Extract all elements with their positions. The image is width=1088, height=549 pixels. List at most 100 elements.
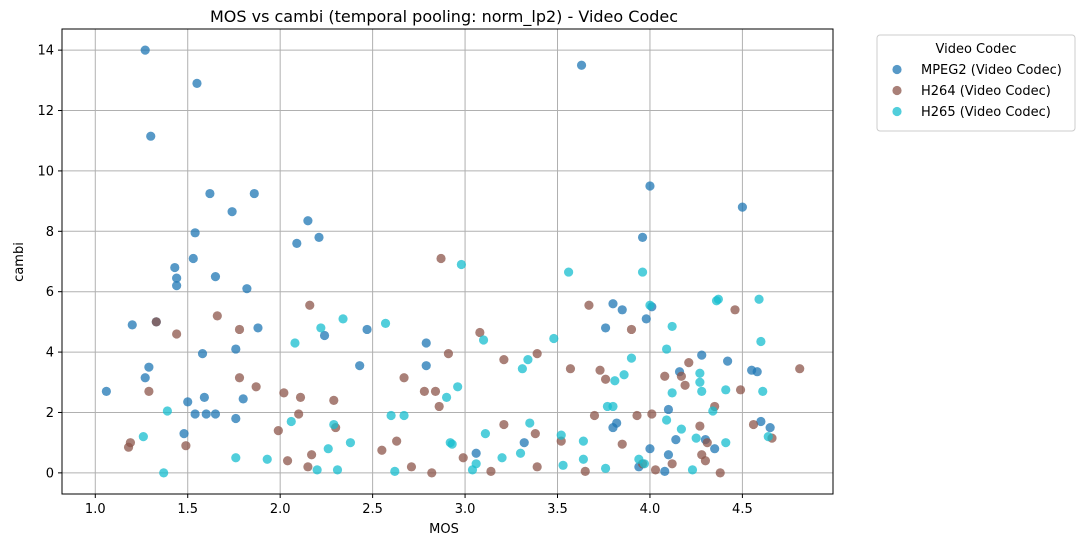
y-tick-label: 8 xyxy=(46,225,54,240)
data-point-h265 xyxy=(471,459,481,469)
chart-title: MOS vs cambi (temporal pooling: norm_lp2… xyxy=(210,7,678,27)
data-point-h264 xyxy=(436,253,446,264)
data-point-mpeg2 xyxy=(576,60,587,70)
data-point-h264 xyxy=(279,388,289,398)
data-point-mpeg2 xyxy=(645,181,655,191)
data-point-h264 xyxy=(695,421,705,431)
data-point-mpeg2 xyxy=(231,413,241,424)
data-point-mpeg2 xyxy=(641,314,651,324)
y-axis-label: cambi xyxy=(12,242,27,282)
legend-title: Video Codec xyxy=(936,42,1017,57)
data-point-h265 xyxy=(447,439,457,449)
data-point-h265 xyxy=(610,376,620,386)
data-point-h265 xyxy=(558,460,568,470)
data-point-h264 xyxy=(667,459,677,469)
y-tick-label: 2 xyxy=(46,406,54,421)
data-point-h264 xyxy=(377,445,387,455)
data-point-mpeg2 xyxy=(645,444,655,454)
data-point-h264 xyxy=(295,392,306,402)
data-point-h264 xyxy=(427,468,437,478)
data-point-h264 xyxy=(532,348,542,359)
data-point-h265 xyxy=(515,448,526,458)
data-point-mpeg2 xyxy=(201,409,211,419)
data-point-h264 xyxy=(702,438,712,448)
data-point-h265 xyxy=(456,259,466,270)
data-point-h265 xyxy=(661,344,672,354)
data-point-h264 xyxy=(565,364,576,374)
data-point-h265 xyxy=(138,432,148,442)
data-point-mpeg2 xyxy=(362,324,372,335)
data-point-h264 xyxy=(600,374,611,384)
data-point-h265 xyxy=(578,454,588,464)
data-point-h265 xyxy=(556,430,566,440)
data-point-mpeg2 xyxy=(127,320,137,330)
data-point-h264 xyxy=(392,436,402,446)
data-point-h265 xyxy=(667,321,677,332)
data-point-h264 xyxy=(589,410,600,421)
data-point-mpeg2 xyxy=(101,386,111,396)
data-point-mpeg2 xyxy=(663,450,674,460)
data-point-h265 xyxy=(697,386,707,396)
data-point-h265 xyxy=(338,314,348,324)
data-point-mpeg2 xyxy=(205,188,215,199)
data-point-h265 xyxy=(323,444,333,454)
data-point-h265 xyxy=(578,436,588,446)
data-point-h264 xyxy=(595,365,605,375)
data-point-h265 xyxy=(286,416,296,427)
data-point-mpeg2 xyxy=(617,305,627,315)
data-point-h264 xyxy=(212,311,222,321)
data-point-h264 xyxy=(307,450,317,460)
data-point-mpeg2 xyxy=(172,281,182,291)
legend: Video Codec MPEG2 (Video Codec) H264 (Vid… xyxy=(876,34,1076,132)
data-point-h265 xyxy=(329,419,339,430)
data-point-h264 xyxy=(499,419,509,430)
data-point-h265 xyxy=(316,323,326,333)
data-point-h265 xyxy=(345,438,356,448)
data-point-h265 xyxy=(691,433,701,443)
data-point-h264 xyxy=(305,300,315,310)
data-point-h264 xyxy=(475,327,485,338)
data-point-h264 xyxy=(282,456,293,466)
data-point-h264 xyxy=(144,386,154,396)
data-point-h264 xyxy=(172,329,182,339)
data-point-h264 xyxy=(735,385,746,395)
data-point-h265 xyxy=(626,353,637,363)
data-point-mpeg2 xyxy=(663,404,674,415)
data-point-h265 xyxy=(645,300,655,310)
x-tick-label: 3.5 xyxy=(547,502,568,517)
data-point-mpeg2 xyxy=(144,362,154,372)
data-point-h265 xyxy=(497,453,507,463)
data-point-mpeg2 xyxy=(172,273,182,283)
data-point-mpeg2 xyxy=(231,344,241,354)
data-point-h265 xyxy=(564,267,574,277)
data-point-mpeg2 xyxy=(471,448,481,458)
x-tick-label: 1.5 xyxy=(177,502,198,517)
data-point-h264 xyxy=(434,401,444,412)
data-point-h265 xyxy=(756,336,766,347)
legend-label-mpeg2: MPEG2 (Video Codec) xyxy=(921,63,1062,78)
data-point-mpeg2 xyxy=(292,238,302,248)
data-point-h265 xyxy=(763,432,773,442)
data-point-h265 xyxy=(162,406,172,416)
data-point-h264 xyxy=(443,348,454,359)
data-point-h264 xyxy=(795,364,805,374)
data-point-h264 xyxy=(532,462,542,472)
x-axis-label: MOS xyxy=(429,522,459,537)
data-point-mpeg2 xyxy=(190,409,200,419)
data-point-mpeg2 xyxy=(737,202,748,212)
data-point-mpeg2 xyxy=(249,188,259,199)
y-tick-label: 0 xyxy=(46,466,54,481)
data-point-mpeg2 xyxy=(197,348,208,359)
plot-frame xyxy=(61,28,834,495)
legend-marker-mpeg2 xyxy=(892,64,902,75)
data-point-h264 xyxy=(730,305,740,315)
data-point-mpeg2 xyxy=(242,284,252,294)
data-point-h265 xyxy=(619,370,629,380)
data-point-mpeg2 xyxy=(140,373,150,383)
data-point-mpeg2 xyxy=(608,299,618,309)
data-point-h265 xyxy=(390,466,400,476)
data-point-h264 xyxy=(650,465,661,475)
data-point-h264 xyxy=(234,373,245,383)
data-point-h264 xyxy=(273,425,283,436)
